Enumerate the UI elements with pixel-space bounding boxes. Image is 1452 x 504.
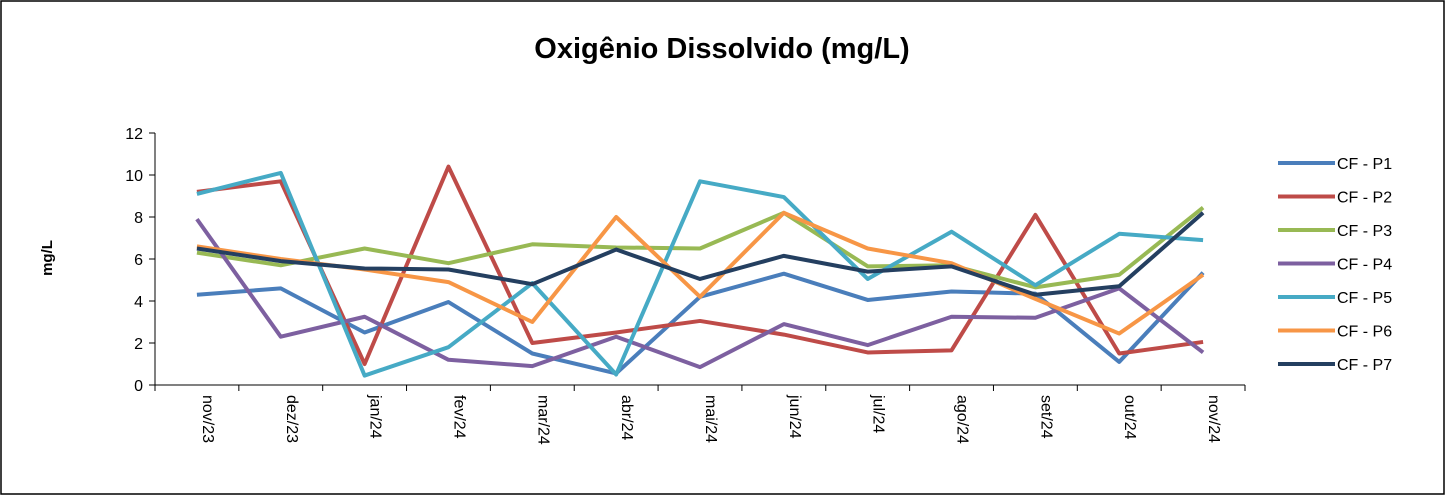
series-line [196, 164, 1204, 366]
y-axis-label: mg/L [39, 240, 56, 276]
legend-label: CF - P4 [1337, 257, 1392, 274]
series-line [196, 205, 1205, 290]
y-tick-label: 4 [134, 294, 143, 311]
legend-label: CF - P7 [1337, 357, 1392, 374]
x-tick-label: ago/24 [954, 395, 971, 444]
y-tick-label: 2 [134, 336, 143, 353]
x-tick-label: dez/23 [283, 395, 300, 443]
legend-label: CF - P3 [1337, 223, 1392, 240]
legend-label: CF - P6 [1337, 324, 1392, 341]
y-tick-label: 8 [134, 210, 143, 227]
legend-label: CF - P5 [1337, 290, 1392, 307]
x-tick-label: nov/23 [199, 395, 216, 443]
x-tick-label: jul/24 [870, 394, 887, 433]
x-tick-label: out/24 [1121, 395, 1138, 440]
x-tick-label: fev/24 [450, 395, 467, 439]
x-tick-label: set/24 [1037, 395, 1054, 439]
x-tick-label: abr/24 [618, 395, 635, 440]
legend-label: CF - P2 [1337, 190, 1392, 207]
y-tick-label: 6 [134, 252, 143, 269]
x-tick-label: nov/24 [1205, 395, 1222, 443]
series-line [196, 211, 1205, 297]
y-tick-label: 10 [125, 168, 143, 185]
x-tick-label: mar/24 [534, 395, 551, 445]
y-tick-label: 0 [134, 378, 143, 395]
series-line [196, 170, 1204, 378]
legend-label: CF - P1 [1337, 156, 1392, 173]
chart-title: Oxigênio Dissolvido (mg/L) [534, 33, 909, 65]
x-tick-label: jan/24 [367, 394, 384, 439]
x-tick-label: mai/24 [702, 395, 719, 443]
x-tick-label: jun/24 [786, 394, 803, 439]
y-tick-label: 12 [125, 126, 143, 143]
chart-border [0, 0, 1445, 495]
series-line [195, 217, 1205, 370]
